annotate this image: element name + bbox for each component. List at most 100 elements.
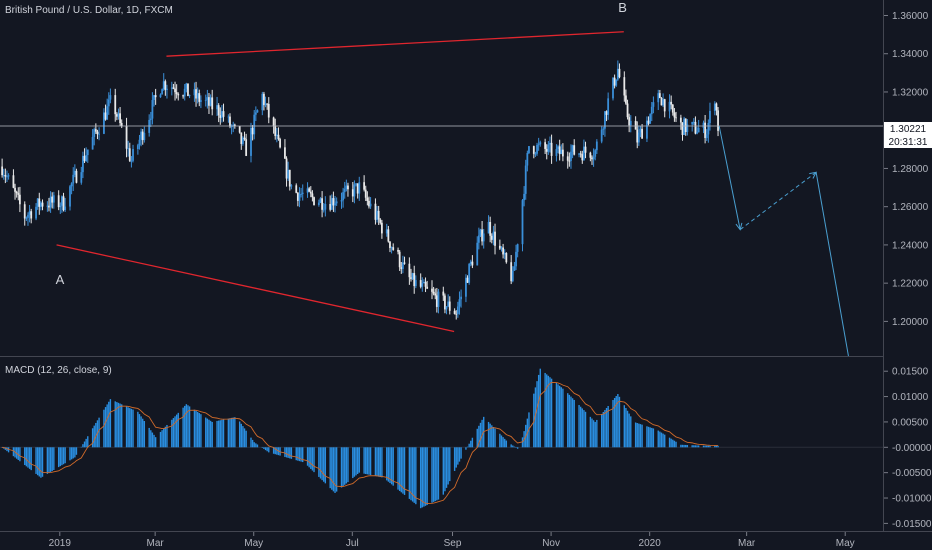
candle [166, 84, 168, 99]
candle-body [38, 198, 41, 207]
candle [544, 138, 547, 155]
candle [453, 308, 456, 315]
candle-body [284, 147, 286, 159]
candle [663, 98, 666, 118]
candle [482, 228, 485, 249]
macd-bar [35, 447, 37, 474]
candle-body [69, 186, 71, 207]
candle-body [125, 126, 128, 149]
macd-bar [408, 447, 411, 499]
candle [414, 275, 417, 289]
candle-body [324, 203, 327, 210]
macd-tick-label: -0.01500 [892, 519, 932, 530]
candle-body [460, 296, 462, 300]
current-price-label: 1.30221 20:31:31 [884, 122, 932, 148]
candle-body [185, 83, 188, 89]
candle-body [570, 151, 572, 161]
candle [175, 84, 178, 99]
candle [64, 197, 67, 213]
candle-body [555, 149, 558, 156]
candle [560, 144, 563, 155]
macd-pane[interactable] [0, 368, 884, 509]
macd-bar [48, 447, 50, 473]
candle [613, 74, 616, 89]
candle [471, 255, 474, 269]
candle-body [75, 170, 78, 183]
candle [657, 89, 660, 111]
candle-body [516, 244, 519, 252]
macd-bar [356, 447, 359, 475]
candle [557, 144, 559, 154]
candle [377, 205, 380, 225]
candle-body [109, 95, 112, 100]
candle-body [317, 202, 320, 205]
candle [342, 187, 345, 208]
macd-bar [369, 447, 372, 476]
candle [351, 181, 354, 203]
macd-bar [366, 447, 369, 475]
candle-body [23, 204, 26, 219]
macd-bar [618, 396, 621, 448]
candle-body [560, 149, 563, 155]
candle-body [256, 110, 259, 113]
macd-bar [494, 428, 496, 448]
candle [277, 127, 280, 141]
candle [195, 81, 197, 107]
candle-body [204, 100, 207, 101]
macd-bar [431, 447, 433, 503]
price-pane[interactable] [0, 60, 884, 320]
candle-body [162, 81, 165, 90]
candle-body [18, 194, 21, 205]
macd-bar [491, 425, 493, 448]
candle-body [80, 172, 83, 183]
time-axis[interactable]: 2019 Mar May Jul Sep Nov 2020 Mar May [49, 532, 855, 549]
candle-body [652, 102, 655, 107]
macd-bar [188, 406, 191, 448]
macd-bar [148, 427, 150, 448]
macd-bar [659, 431, 661, 448]
candle-body [343, 188, 346, 193]
candle-body [584, 146, 587, 153]
macd-bar [193, 409, 196, 448]
candle [380, 219, 383, 239]
candle [128, 142, 131, 163]
candle-body [6, 176, 8, 178]
macd-axis[interactable]: 0.01500 0.01000 0.00500 -0.00000 -0.00500 -0.… [884, 367, 932, 530]
candle-body [272, 117, 275, 126]
candle [264, 96, 267, 108]
candle-body [715, 103, 718, 111]
candle [254, 106, 257, 122]
macd-tick-label: -0.00500 [892, 468, 932, 479]
macd-bar [172, 418, 175, 448]
candle [290, 184, 293, 190]
macd-bar [6, 447, 8, 452]
macd-bar [335, 447, 338, 492]
candle-body [453, 310, 456, 314]
macd-bar [17, 447, 19, 460]
candle-body [392, 247, 395, 250]
macd-bar [318, 447, 320, 477]
candle [477, 227, 480, 250]
macd-bar [98, 417, 100, 448]
candle [353, 180, 356, 204]
candle-body [72, 174, 75, 184]
candle [70, 182, 73, 195]
candle-body [130, 160, 133, 162]
macd-bar [289, 447, 291, 459]
candle-body [413, 273, 416, 287]
candle-body [127, 148, 130, 150]
macd-bar [602, 411, 605, 448]
candle [204, 94, 207, 107]
candle [402, 255, 404, 274]
candle-body [183, 88, 186, 97]
candle-body [222, 111, 225, 117]
candle [524, 159, 527, 200]
macd-bar [686, 445, 689, 448]
candle-body [573, 145, 576, 155]
candle-body [308, 188, 311, 192]
candle-body [510, 262, 513, 282]
candle [403, 256, 406, 265]
macd-bar [106, 404, 108, 448]
candle-body [696, 132, 698, 134]
